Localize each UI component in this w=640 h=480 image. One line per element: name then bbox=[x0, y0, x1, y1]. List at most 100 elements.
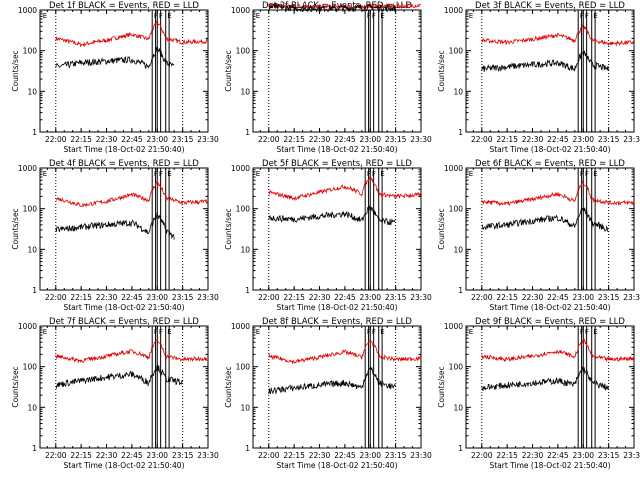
x-tick-label: 23:30 bbox=[623, 135, 640, 144]
lld-series-line bbox=[481, 338, 635, 363]
x-tick-label: 23:15 bbox=[172, 135, 194, 144]
x-tick-label: 22:30 bbox=[309, 293, 331, 302]
lld-series-line bbox=[268, 176, 422, 202]
x-axis-label: Start Time (18-Oct-02 21:50:40) bbox=[276, 145, 397, 154]
x-tick-label: 23:15 bbox=[385, 293, 407, 302]
y-tick-label: 100 bbox=[23, 363, 38, 372]
plot-frame bbox=[252, 325, 422, 449]
panel-title: Det 8f BLACK = Events, RED = LLD bbox=[262, 317, 412, 327]
x-tick-label: 23:30 bbox=[623, 451, 640, 460]
x-axis-label: Start Time (18-Oct-02 21:50:40) bbox=[63, 303, 184, 312]
plot-frame bbox=[465, 167, 635, 291]
chart-panel: Det 7f BLACK = Events, RED = LLD 1 10 100 10… bbox=[11, 317, 219, 470]
y-tick-label: 10 bbox=[240, 245, 250, 254]
x-tick-label: 22:15 bbox=[496, 293, 518, 302]
x-tick-label: 22:45 bbox=[121, 451, 143, 460]
y-tick-label: 100 bbox=[23, 205, 38, 214]
x-tick-label: 23:30 bbox=[410, 293, 432, 302]
y-tick-label: 10 bbox=[453, 87, 463, 96]
event-marker-label: F bbox=[367, 12, 371, 20]
event-marker-label: E bbox=[167, 328, 171, 336]
x-tick-label: 22:45 bbox=[547, 135, 569, 144]
x-tick-label: 22:30 bbox=[96, 135, 118, 144]
y-axis-label: Counts/sec bbox=[224, 366, 233, 407]
panel-title: Det 9f BLACK = Events, RED = LLD bbox=[475, 317, 625, 327]
y-axis-label: Counts/sec bbox=[224, 208, 233, 249]
x-axis-label: Start Time (18-Oct-02 21:50:40) bbox=[63, 145, 184, 154]
x-tick-label: 23:00 bbox=[359, 135, 381, 144]
panel-title: Det 6f BLACK = Events, RED = LLD bbox=[475, 159, 625, 169]
events-series-line bbox=[55, 46, 175, 70]
y-axis-label: Counts/sec bbox=[437, 366, 446, 407]
y-tick-label: 100 bbox=[23, 47, 38, 56]
corner-marker-label: E bbox=[469, 12, 473, 20]
corner-marker-label: E bbox=[256, 12, 260, 20]
events-series-line bbox=[481, 207, 609, 233]
event-marker-label: E bbox=[167, 12, 171, 20]
x-tick-label: 23:15 bbox=[385, 451, 407, 460]
event-marker-label: F bbox=[372, 328, 376, 336]
events-series-line bbox=[55, 212, 175, 240]
panel-title: Det 1f BLACK = Events, RED = LLD bbox=[49, 1, 199, 11]
x-tick-label: 22:00 bbox=[471, 135, 493, 144]
x-tick-label: 22:15 bbox=[70, 293, 92, 302]
y-tick-label: 1000 bbox=[231, 164, 250, 173]
lld-series-line bbox=[55, 338, 209, 364]
x-tick-label: 22:00 bbox=[45, 451, 67, 460]
x-tick-label: 23:15 bbox=[172, 293, 194, 302]
chart-panel: Det 4f BLACK = Events, RED = LLD 1 10 100 10… bbox=[11, 159, 219, 312]
x-axis-label: Start Time (18-Oct-02 21:50:40) bbox=[489, 303, 610, 312]
event-marker-label: F bbox=[580, 170, 584, 178]
y-tick-label: 1 bbox=[32, 286, 37, 295]
x-tick-label: 23:30 bbox=[410, 451, 432, 460]
y-tick-label: 1 bbox=[458, 444, 463, 453]
event-marker-label: F bbox=[585, 170, 589, 178]
y-axis-label: Counts/sec bbox=[11, 50, 20, 91]
chart-panel: Det 9f BLACK = Events, RED = LLD 1 10 100 10… bbox=[437, 317, 640, 470]
event-marker-label: F bbox=[580, 12, 584, 20]
y-tick-label: 100 bbox=[236, 205, 251, 214]
y-tick-label: 1 bbox=[458, 128, 463, 137]
y-axis-label: Counts/sec bbox=[437, 50, 446, 91]
x-tick-label: 22:00 bbox=[471, 293, 493, 302]
x-tick-label: 22:30 bbox=[96, 451, 118, 460]
x-tick-label: 23:00 bbox=[146, 135, 168, 144]
x-tick-label: 22:00 bbox=[258, 451, 280, 460]
x-tick-label: 22:30 bbox=[309, 451, 331, 460]
chart-panel: Det 2f BLACK = Events, RED = LLD 1 10 100 10… bbox=[224, 1, 432, 154]
y-tick-label: 1 bbox=[245, 286, 250, 295]
corner-marker-label: E bbox=[469, 328, 473, 336]
y-tick-label: 1000 bbox=[444, 6, 463, 15]
y-tick-label: 100 bbox=[449, 205, 464, 214]
x-tick-label: 23:15 bbox=[385, 135, 407, 144]
chart-panel: Det 3f BLACK = Events, RED = LLD 1 10 100 10… bbox=[437, 1, 640, 154]
panel-title: Det 3f BLACK = Events, RED = LLD bbox=[475, 1, 625, 11]
corner-marker-label: E bbox=[43, 170, 47, 178]
x-tick-label: 22:30 bbox=[96, 293, 118, 302]
events-series-line bbox=[481, 366, 609, 392]
panel-title: Det 2f BLACK = Events, RED = LLD bbox=[262, 1, 412, 11]
x-tick-label: 22:30 bbox=[309, 135, 331, 144]
x-tick-label: 22:15 bbox=[70, 451, 92, 460]
y-tick-label: 1000 bbox=[444, 164, 463, 173]
events-series-line bbox=[268, 204, 396, 226]
corner-marker-label: E bbox=[256, 170, 260, 178]
x-tick-label: 22:00 bbox=[45, 135, 67, 144]
corner-marker-label: E bbox=[469, 170, 473, 178]
x-tick-label: 23:00 bbox=[572, 451, 594, 460]
x-axis-label: Start Time (18-Oct-02 21:50:40) bbox=[489, 461, 610, 470]
y-axis-label: Counts/sec bbox=[437, 208, 446, 249]
corner-marker-label: E bbox=[43, 328, 47, 336]
event-marker-label: E bbox=[593, 170, 597, 178]
x-tick-label: 22:45 bbox=[121, 135, 143, 144]
lld-series-line bbox=[55, 180, 209, 208]
y-axis-label: Counts/sec bbox=[224, 50, 233, 91]
y-tick-label: 1 bbox=[245, 444, 250, 453]
x-tick-label: 22:45 bbox=[547, 451, 569, 460]
y-tick-label: 1000 bbox=[18, 164, 37, 173]
events-series-line bbox=[55, 364, 183, 390]
x-tick-label: 22:15 bbox=[496, 451, 518, 460]
x-tick-label: 23:30 bbox=[623, 293, 640, 302]
panel-title: Det 7f BLACK = Events, RED = LLD bbox=[49, 317, 199, 327]
